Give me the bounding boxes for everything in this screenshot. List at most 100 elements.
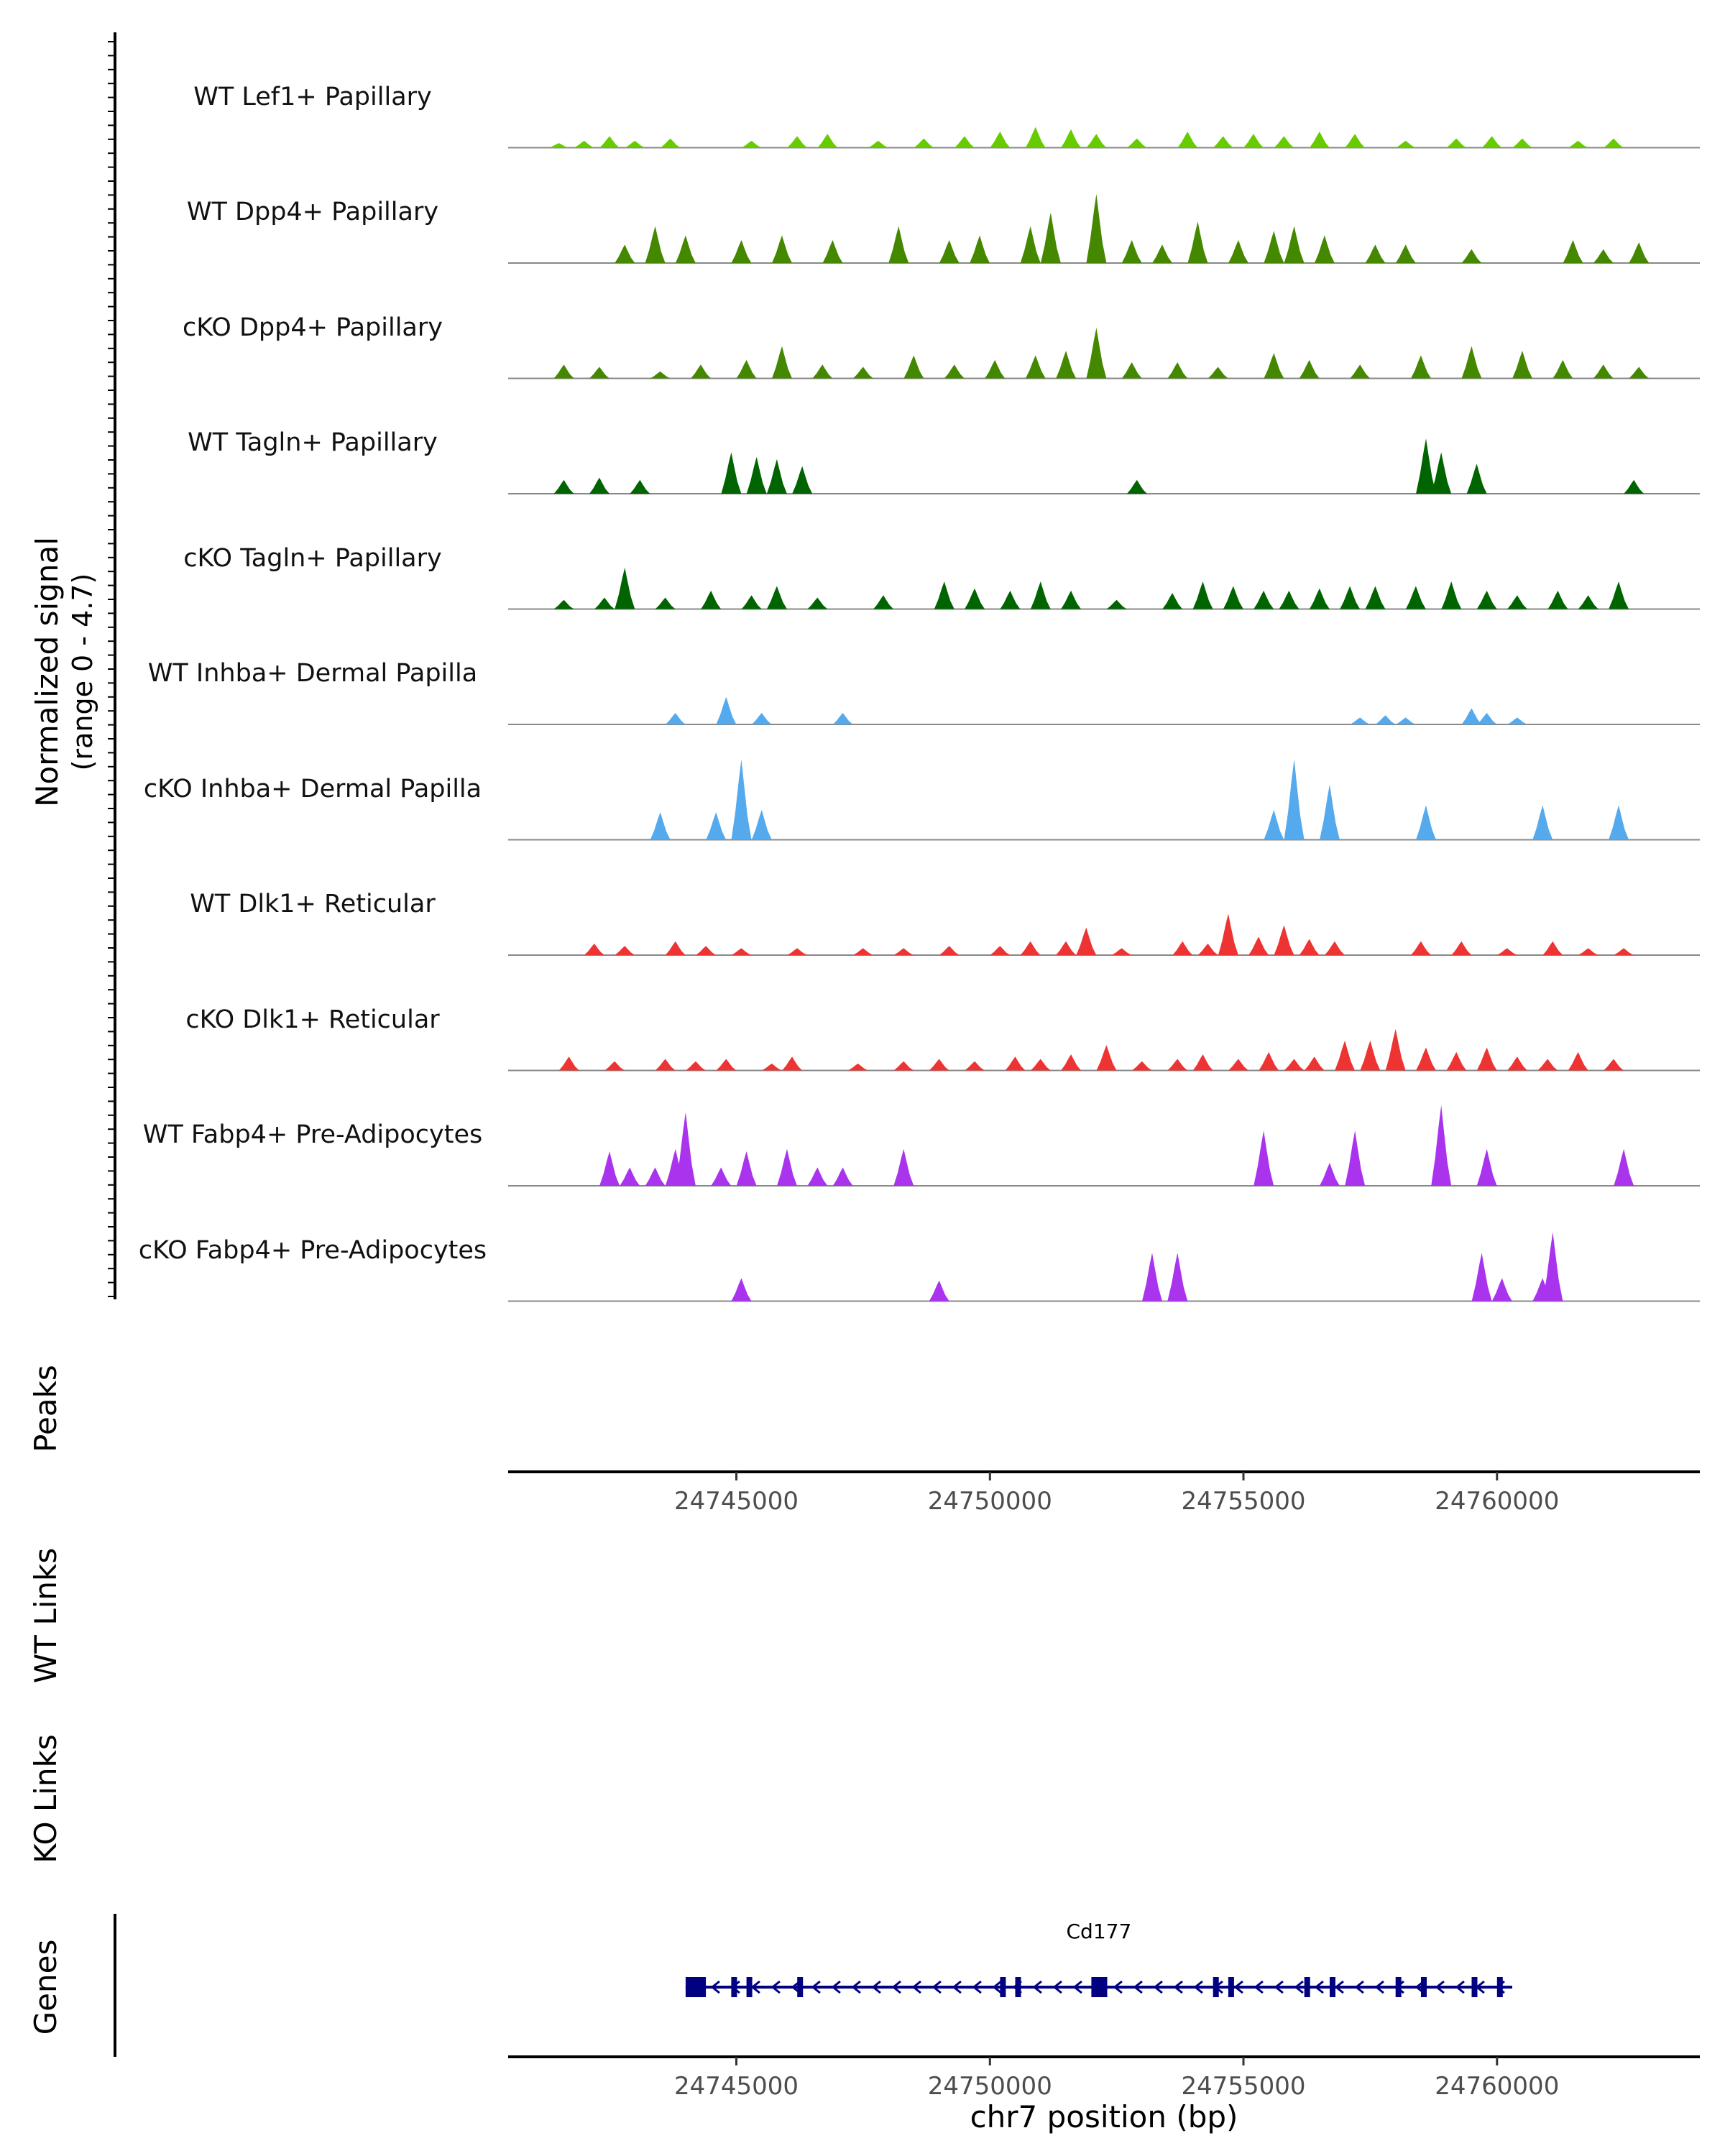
signal-peak — [1360, 1040, 1381, 1071]
signal-peak — [1279, 590, 1300, 609]
signal-peak — [873, 595, 894, 609]
signal-peak — [1005, 1056, 1026, 1071]
signal-peak — [553, 599, 574, 609]
signal-peak — [1629, 242, 1650, 263]
signal-peak — [852, 367, 873, 379]
gene-exon — [731, 1977, 737, 1997]
signal-peak — [985, 359, 1006, 379]
signal-peak — [1629, 367, 1650, 379]
gene-exon — [1496, 1977, 1503, 1997]
signal-peak — [1609, 805, 1629, 840]
signal-peak — [645, 226, 666, 263]
signal-peak — [625, 140, 645, 148]
strand-arrow — [1455, 1980, 1465, 1994]
signal-peak — [1446, 138, 1467, 148]
signal-peak — [1000, 590, 1021, 609]
track-label: cKO Dpp4+ Papillary — [183, 313, 443, 342]
coverage-track: WT Lef1+ Papillary — [193, 83, 1700, 149]
signal-peak — [807, 597, 828, 609]
signal-peak — [1030, 581, 1051, 609]
signal-peak — [1284, 759, 1305, 840]
signal-peak — [1213, 136, 1233, 148]
signal-peak — [1192, 1054, 1213, 1071]
signal-peak — [1451, 941, 1472, 955]
signal-peak — [1446, 1051, 1467, 1071]
signal-peak — [660, 138, 681, 148]
signal-peak — [1264, 809, 1284, 840]
coverage-track: WT Tagln+ Papillary — [188, 428, 1700, 494]
gene-exon — [1421, 1977, 1427, 1997]
track-label: WT Inhba+ Dermal Papilla — [148, 659, 477, 688]
signal-peak — [1061, 1054, 1082, 1071]
signal-peak — [965, 588, 985, 609]
signal-peak — [686, 1061, 706, 1071]
signal-peak — [852, 948, 873, 955]
signal-peak — [553, 479, 574, 494]
signal-peak — [772, 235, 792, 263]
signal-peak — [584, 944, 604, 955]
signal-peak — [990, 946, 1011, 955]
signal-peak — [777, 1148, 797, 1186]
signal-peak — [1284, 1059, 1305, 1071]
signal-peak — [1476, 713, 1497, 724]
track-label: cKO Inhba+ Dermal Papilla — [144, 775, 482, 803]
strand-arrow — [851, 1980, 861, 1994]
x-tick-label: 24745000 — [674, 2072, 799, 2101]
signal-peak — [1542, 941, 1563, 955]
x-tick-label: 24750000 — [928, 2072, 1052, 2101]
signal-peak — [1441, 581, 1462, 609]
signal-peak — [1086, 193, 1107, 263]
gene-exon — [1101, 1977, 1108, 1997]
signal-peak — [574, 140, 594, 148]
signal-peak — [1461, 346, 1482, 379]
strand-arrow — [1274, 1980, 1284, 1994]
signal-y-axis-ticks — [108, 41, 115, 1297]
x-tick-label: 24760000 — [1435, 2072, 1559, 2101]
signal-peak — [1192, 581, 1213, 609]
signal-peak — [1142, 1253, 1162, 1302]
gene-exon — [1395, 1977, 1402, 1997]
signal-peak — [914, 138, 934, 148]
signal-peak — [1507, 1056, 1527, 1071]
signal-peak — [665, 713, 686, 724]
signal-peak — [1532, 805, 1553, 840]
signal-peak — [731, 240, 752, 263]
signal-peak — [1309, 588, 1330, 609]
track-label: cKO Tagln+ Papillary — [183, 544, 442, 573]
track-label: WT Dlk1+ Reticular — [190, 890, 436, 918]
strand-arrow — [1254, 1980, 1264, 1994]
signal-peak — [1309, 132, 1330, 148]
signal-peak — [903, 355, 924, 379]
strand-arrow — [891, 1980, 901, 1994]
strand-arrow — [911, 1980, 921, 1994]
signal-peak — [1568, 140, 1588, 148]
signal-peak — [822, 240, 843, 263]
gene-exon — [1015, 1977, 1021, 1997]
coverage-track: cKO Dpp4+ Papillary — [183, 313, 1700, 379]
signal-peak — [766, 459, 787, 494]
gene-exon — [746, 1977, 753, 1997]
signal-peak — [553, 364, 574, 379]
signal-peak — [1299, 939, 1320, 955]
signal-peak — [888, 226, 909, 263]
coverage-track: WT Dpp4+ Papillary — [187, 193, 1700, 264]
signal-peak — [650, 371, 671, 379]
strand-arrow — [972, 1980, 982, 1994]
signal-peak — [1274, 925, 1294, 955]
x-tick-label: 24750000 — [928, 1487, 1052, 1516]
signal-peak — [934, 581, 954, 609]
signal-peak — [929, 1059, 949, 1071]
signal-peak — [615, 244, 635, 263]
signal-peak — [1025, 355, 1046, 379]
signal-peak — [1604, 138, 1624, 148]
signal-peak — [1476, 1047, 1497, 1071]
x-axis-bottom-ticks: 24745000 24750000 24755000 24760000 — [674, 2057, 1559, 2101]
signal-peak — [1431, 1105, 1452, 1186]
track-label: cKO Dlk1+ Reticular — [185, 1005, 440, 1034]
y-axis-title: Normalized signal — [29, 537, 65, 807]
signal-peak — [1121, 362, 1142, 379]
signal-peak — [548, 143, 569, 148]
signal-peak — [746, 456, 767, 494]
signal-peak — [706, 812, 727, 840]
